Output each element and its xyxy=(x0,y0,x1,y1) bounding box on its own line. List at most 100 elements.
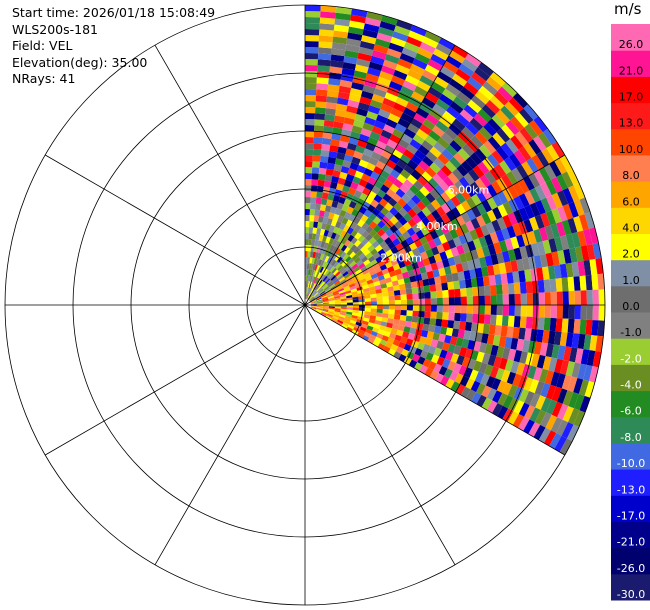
velocity-cell xyxy=(434,76,449,89)
velocity-cell xyxy=(557,345,566,360)
velocity-cell xyxy=(334,18,351,27)
velocity-cell xyxy=(519,281,527,294)
velocity-cell xyxy=(456,203,467,215)
velocity-cell xyxy=(476,351,485,363)
velocity-cell xyxy=(315,278,320,285)
velocity-cell xyxy=(337,249,344,257)
velocity-cell xyxy=(394,220,403,230)
velocity-cell xyxy=(314,264,318,271)
velocity-cell xyxy=(340,296,347,300)
velocity-cell xyxy=(380,283,388,289)
velocity-cell xyxy=(305,65,318,72)
velocity-cell xyxy=(320,204,327,212)
velocity-cell xyxy=(344,232,351,240)
azimuth-spoke xyxy=(154,304,306,565)
velocity-cell xyxy=(312,161,321,168)
velocity-cell xyxy=(376,296,383,302)
velocity-cell xyxy=(310,203,316,210)
velocity-cell xyxy=(322,297,329,301)
velocity-cell xyxy=(416,322,424,330)
velocity-cell xyxy=(453,280,461,290)
velocity-cell xyxy=(305,281,308,288)
velocity-cell xyxy=(328,301,335,304)
velocity-cell xyxy=(405,338,414,346)
velocity-cell xyxy=(417,144,430,156)
velocity-cell xyxy=(457,271,465,281)
velocity-cell xyxy=(542,128,557,145)
velocity-cell xyxy=(440,165,453,177)
velocity-cell xyxy=(306,275,309,282)
velocity-cell xyxy=(308,269,311,276)
colorbar-swatch xyxy=(611,207,650,234)
velocity-cell xyxy=(555,278,563,292)
velocity-cell xyxy=(310,307,317,310)
velocity-cell xyxy=(333,293,340,298)
velocity-cell xyxy=(413,180,424,191)
velocity-cell xyxy=(362,320,369,326)
velocity-cell xyxy=(319,290,326,296)
velocity-cell xyxy=(428,277,436,286)
velocity-cell xyxy=(307,294,311,300)
velocity-cell xyxy=(406,198,417,209)
velocity-cell xyxy=(330,232,337,240)
velocity-cell xyxy=(417,356,426,365)
velocity-cell xyxy=(316,83,329,91)
velocity-cell xyxy=(429,370,439,380)
velocity-cell xyxy=(512,373,522,387)
velocity-cell xyxy=(305,293,307,299)
velocity-cell xyxy=(567,168,580,186)
velocity-cell xyxy=(337,317,345,323)
velocity-cell xyxy=(316,286,322,292)
velocity-cell xyxy=(473,113,488,127)
velocity-cell xyxy=(322,302,329,305)
velocity-cell xyxy=(341,68,355,77)
colorbar-tick-label: -6.0 xyxy=(620,405,641,418)
velocity-cell xyxy=(589,259,598,275)
colorbar-swatch xyxy=(611,573,650,601)
velocity-cell xyxy=(311,239,316,246)
velocity-cell xyxy=(344,211,352,220)
velocity-cell xyxy=(518,146,532,162)
velocity-cell xyxy=(383,124,395,134)
velocity-cell xyxy=(340,278,347,284)
velocity-cell xyxy=(313,291,318,297)
velocity-cell xyxy=(308,295,313,301)
velocity-cell xyxy=(313,221,319,228)
velocity-cell xyxy=(317,53,332,61)
velocity-cell xyxy=(322,309,329,313)
velocity-cell xyxy=(343,273,351,279)
velocity-cell xyxy=(410,281,418,289)
velocity-cell xyxy=(424,135,438,147)
velocity-cell xyxy=(546,399,558,415)
velocity-cell xyxy=(382,97,396,108)
velocity-cell xyxy=(568,392,579,409)
velocity-cell xyxy=(400,336,408,344)
velocity-cell xyxy=(562,406,574,423)
velocity-cell xyxy=(342,271,349,277)
velocity-cell xyxy=(368,61,383,71)
velocity-cell xyxy=(554,358,564,374)
velocity-cell xyxy=(308,263,312,270)
velocity-cell xyxy=(381,150,392,160)
velocity-cell xyxy=(370,248,378,256)
velocity-cell xyxy=(474,371,485,384)
velocity-cell xyxy=(411,287,419,294)
velocity-cell xyxy=(518,327,526,340)
velocity-cell xyxy=(355,321,363,327)
velocity-cell xyxy=(501,227,511,241)
velocity-cell xyxy=(554,158,567,175)
velocity-cell xyxy=(390,328,398,335)
velocity-cell xyxy=(400,294,407,300)
velocity-cell xyxy=(380,103,393,114)
velocity-cell xyxy=(327,264,334,271)
velocity-cell xyxy=(471,206,482,218)
velocity-cell xyxy=(461,160,473,173)
velocity-cell xyxy=(568,408,580,425)
velocity-cell xyxy=(334,233,341,241)
velocity-cell xyxy=(313,283,317,290)
velocity-cell xyxy=(531,280,539,294)
velocity-cell xyxy=(447,320,455,329)
velocity-cell xyxy=(337,285,344,291)
velocity-cell xyxy=(406,310,413,317)
velocity-cell xyxy=(350,181,359,190)
